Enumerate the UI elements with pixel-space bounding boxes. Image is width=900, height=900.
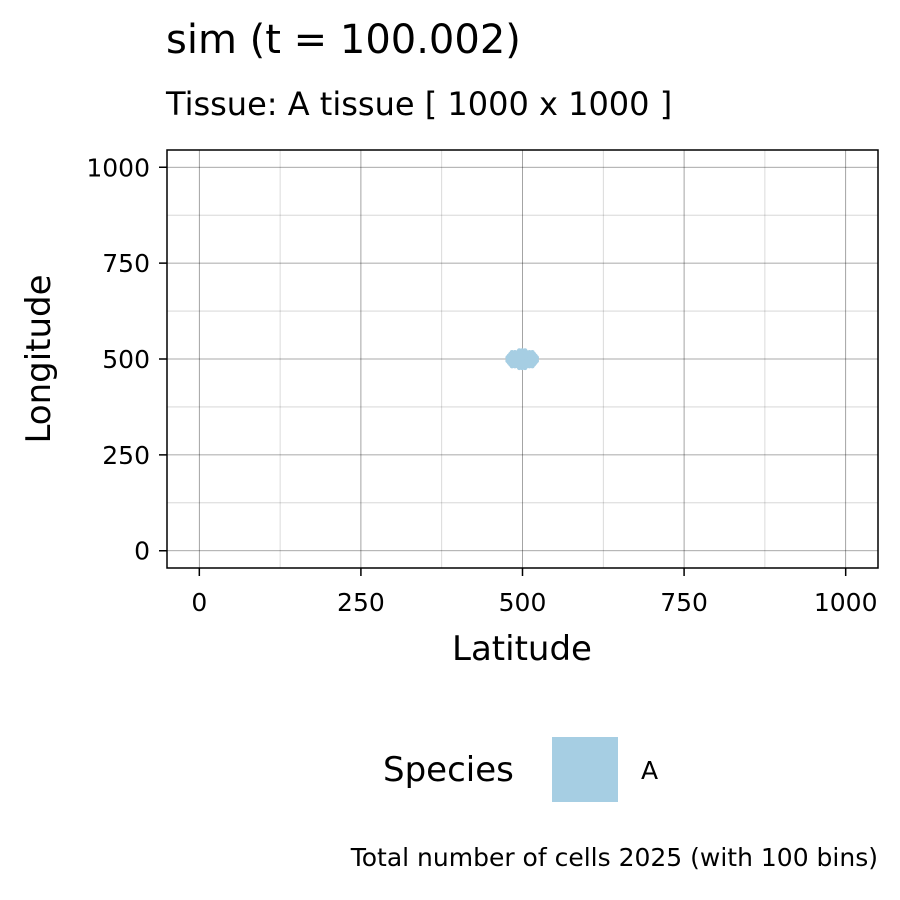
cell-bin [530, 349, 535, 355]
legend-key-a [552, 737, 618, 802]
plot-area: 0 250 500 750 1000 0 250 500 750 1000 Latitude L… [19, 149, 879, 669]
legend-label-a: A [641, 756, 659, 785]
y-tick-label: 0 [134, 537, 150, 566]
legend: Species A [0, 736, 900, 804]
x-tick-label: 250 [337, 588, 385, 617]
legend-title: Species [383, 750, 514, 790]
y-tick-label: 500 [102, 345, 150, 374]
y-axis: 0 250 500 750 1000 [86, 153, 167, 566]
chart-title: sim (t = 100.002) [166, 17, 521, 63]
grid-minor-lines [167, 150, 878, 568]
y-tick-label: 250 [102, 441, 150, 470]
x-tick-label: 500 [499, 588, 547, 617]
cell-bin [522, 348, 528, 353]
y-tick-label: 1000 [86, 153, 150, 182]
x-axis-label: Latitude [452, 629, 592, 669]
y-axis-label: Longitude [19, 274, 59, 443]
y-tick-label: 750 [102, 249, 150, 278]
x-tick-label: 750 [660, 588, 708, 617]
chart-subtitle: Tissue: A tissue [ 1000 x 1000 ] [166, 85, 673, 123]
cell-cluster [505, 348, 540, 371]
x-axis: 0 250 500 750 1000 [191, 568, 877, 617]
x-tick-label: 1000 [814, 588, 878, 617]
x-tick-label: 0 [191, 588, 207, 617]
chart-caption: Total number of cells 2025 (with 100 bin… [350, 843, 878, 872]
